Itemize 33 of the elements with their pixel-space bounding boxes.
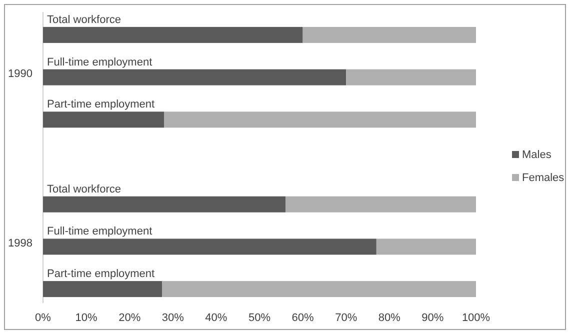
x-tick-label: 100% bbox=[462, 312, 490, 324]
bar bbox=[162, 281, 476, 298]
x-tick-label: 70% bbox=[335, 312, 358, 324]
y-tick-label: Part-time employment bbox=[47, 98, 155, 111]
y-tick-label: Full-time employment bbox=[47, 56, 152, 68]
x-tick-label: 50% bbox=[248, 312, 271, 324]
bar bbox=[43, 112, 164, 128]
x-tick-label: 60% bbox=[292, 312, 314, 324]
x-tick-label: 80% bbox=[378, 312, 401, 324]
legend-label: Females bbox=[522, 172, 565, 184]
bar bbox=[285, 196, 476, 212]
bar bbox=[43, 69, 346, 86]
x-tick-label: 20% bbox=[118, 312, 141, 324]
bar bbox=[43, 238, 376, 255]
legend-label: Males bbox=[522, 148, 552, 161]
x-tick-label: 10% bbox=[75, 312, 98, 324]
bar bbox=[43, 281, 162, 298]
bar bbox=[43, 196, 286, 212]
bar bbox=[164, 112, 476, 128]
x-tick-label: 0% bbox=[35, 312, 52, 324]
bar bbox=[43, 26, 303, 43]
y-tick-label: Full-time employment bbox=[47, 226, 152, 238]
x-tick-label: 90% bbox=[422, 312, 444, 324]
bar bbox=[346, 69, 476, 86]
bar bbox=[302, 26, 476, 43]
text: 1990 bbox=[8, 68, 32, 80]
y-tick-label: Part-time employment bbox=[47, 268, 155, 280]
y-tick-label: Total workforce bbox=[47, 14, 121, 26]
x-tick-label: 40% bbox=[205, 312, 228, 324]
text: 1998 bbox=[8, 238, 32, 250]
x-tick-label: 30% bbox=[162, 312, 184, 324]
bar bbox=[376, 238, 476, 255]
y-tick-label: Total workforce bbox=[47, 183, 121, 196]
